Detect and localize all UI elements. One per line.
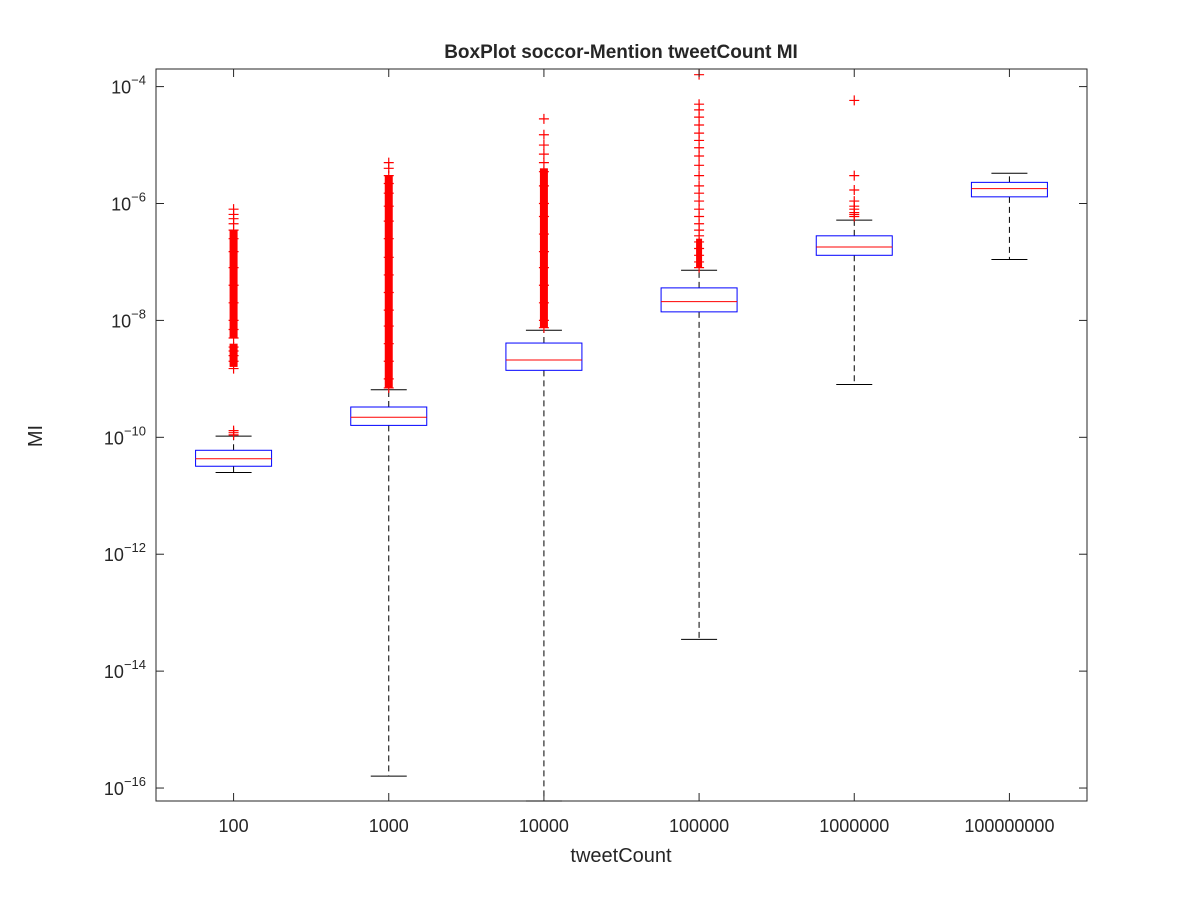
outlier-marker [694, 99, 705, 110]
outlier-marker [849, 185, 860, 196]
y-tick-label: 10−6 [111, 190, 146, 215]
outlier-marker [228, 204, 239, 215]
outlier-marker [849, 196, 860, 207]
box-iqr [815, 235, 893, 256]
outlier-band [539, 168, 548, 328]
outlier-marker [694, 160, 705, 171]
boxes-layer [195, 69, 1048, 802]
x-tick-label: 100 [219, 816, 249, 836]
outlier-marker [538, 149, 549, 160]
outlier-marker [849, 95, 860, 106]
box-group [970, 172, 1048, 261]
outlier-band [696, 238, 703, 268]
box-iqr [350, 406, 428, 426]
x-tick-label: 10000 [519, 816, 569, 836]
y-tick-label: 10−12 [104, 540, 146, 565]
outlier-band [229, 343, 238, 367]
y-axis-label: MI [25, 425, 47, 447]
ticks-layer: 10−16 10−14 10−12 10−10 10−8 10−6 10−4 100 1000 1… [104, 69, 1087, 836]
outlier-marker [849, 170, 860, 181]
outlier-marker [228, 425, 239, 436]
outlier-marker [383, 157, 394, 168]
outlier-marker [694, 170, 705, 181]
outlier-marker [538, 113, 549, 124]
outlier-marker [538, 129, 549, 140]
outlier-marker [538, 157, 549, 168]
y-tick-label: 10−8 [111, 306, 146, 331]
y-tick-label: 10−16 [104, 774, 146, 799]
outlier-marker [694, 180, 705, 191]
plot-area [155, 68, 1088, 802]
y-tick-label: 10−10 [104, 423, 146, 448]
x-tick-label: 1000 [369, 816, 409, 836]
x-tick-label: 100000000 [964, 816, 1054, 836]
y-tick-label: 10−14 [104, 657, 146, 682]
box-iqr [970, 181, 1048, 198]
outlier-band [229, 230, 238, 339]
outlier-band [384, 175, 393, 388]
x-tick-label: 1000000 [819, 816, 889, 836]
box-iqr [505, 342, 583, 371]
x-tick-label: 100000 [669, 816, 729, 836]
box-iqr [660, 287, 738, 313]
x-axis-label: tweetCount [570, 845, 672, 867]
chart-title: BoxPlot soccor-Mention tweetCount MI [444, 42, 798, 63]
box-group [815, 95, 893, 386]
outlier-marker [538, 140, 549, 151]
y-tick-label: 10−4 [111, 73, 146, 98]
